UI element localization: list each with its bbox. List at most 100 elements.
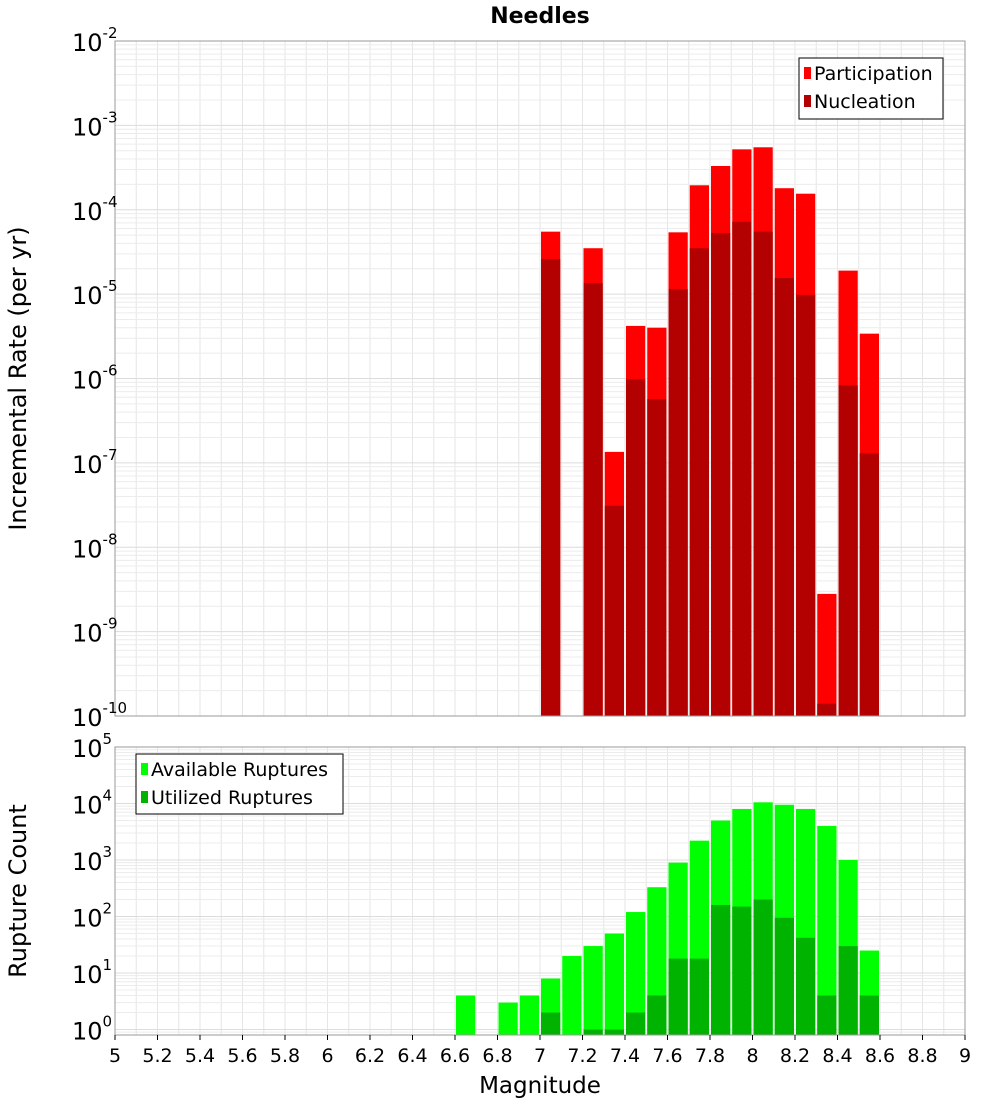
y-tick-label: 10-7 xyxy=(72,446,118,479)
y-tick-exponent: -3 xyxy=(103,108,118,126)
bar xyxy=(541,259,561,716)
bar xyxy=(668,958,688,1035)
x-tick-label: 8.4 xyxy=(822,1045,852,1067)
y-tick-label: 100 xyxy=(72,1013,112,1046)
bar xyxy=(817,825,837,1035)
y-tick-exponent: -5 xyxy=(103,277,118,295)
bar xyxy=(604,933,624,1035)
bar xyxy=(583,946,603,1035)
x-tick-label: 7.8 xyxy=(695,1045,725,1067)
y-tick-exponent: 4 xyxy=(103,787,113,805)
y-tick-base: 10 xyxy=(72,905,103,933)
y-tick-base: 10 xyxy=(72,29,103,57)
bar xyxy=(753,899,773,1035)
y-tick-exponent: -8 xyxy=(103,530,118,548)
bar xyxy=(774,917,794,1035)
legend-swatch xyxy=(804,95,811,107)
x-tick-label: 8.6 xyxy=(865,1045,895,1067)
bar xyxy=(668,289,688,716)
y-tick-label: 104 xyxy=(72,787,112,820)
bar xyxy=(838,385,858,716)
y-tick-label: 10-8 xyxy=(72,530,118,563)
y-tick-base: 10 xyxy=(72,848,103,876)
x-tick-label: 7.2 xyxy=(567,1045,597,1067)
x-tick-label: 6.4 xyxy=(397,1045,427,1067)
x-tick-label: 6.2 xyxy=(355,1045,385,1067)
x-tick-label: 5.8 xyxy=(270,1045,300,1067)
x-axis-label: Magnitude xyxy=(479,1073,601,1099)
chart-panel-1: 10-1010-910-810-710-610-510-410-310-2Inc… xyxy=(4,4,966,732)
series-1-bars xyxy=(456,802,879,1035)
x-tick-label: 8.8 xyxy=(907,1045,937,1067)
y-tick-label: 101 xyxy=(72,956,112,989)
y-tick-label: 10-9 xyxy=(72,615,118,648)
legend-box xyxy=(135,753,344,815)
bar xyxy=(541,1012,561,1035)
y-tick-base: 10 xyxy=(72,198,103,226)
y-tick-exponent: 0 xyxy=(103,1013,113,1031)
y-tick-label: 10-4 xyxy=(72,193,118,226)
y-tick-label: 103 xyxy=(72,843,112,876)
bar xyxy=(817,995,837,1035)
y-tick-base: 10 xyxy=(72,792,103,820)
y-tick-base: 10 xyxy=(72,535,103,563)
bar xyxy=(498,1002,518,1035)
chart-title: Needles xyxy=(490,4,590,29)
y-tick-label: 10-10 xyxy=(72,699,127,732)
y-axis-label: Rupture Count xyxy=(4,804,32,978)
y-tick-exponent: 2 xyxy=(103,900,113,918)
legend-swatch xyxy=(804,67,811,79)
legend-swatch xyxy=(141,763,148,775)
y-tick-label: 105 xyxy=(72,730,112,763)
x-tick-label: 7 xyxy=(534,1045,546,1067)
grid-lines xyxy=(114,41,966,717)
y-tick-label: 10-3 xyxy=(72,108,118,141)
bar xyxy=(647,399,667,716)
y-axis-label: Incremental Rate (per yr) xyxy=(4,226,32,530)
series-2-bars xyxy=(541,221,879,717)
legend-swatch xyxy=(141,791,148,803)
x-tick-label: 8.2 xyxy=(780,1045,810,1067)
legend-label: Utilized Ruptures xyxy=(151,787,313,809)
bar xyxy=(859,995,879,1035)
bar xyxy=(711,233,731,716)
x-tick-label: 9 xyxy=(959,1045,971,1067)
bar xyxy=(796,937,816,1035)
bar xyxy=(626,912,646,1035)
y-tick-base: 10 xyxy=(72,113,103,141)
y-tick-exponent: -9 xyxy=(103,615,118,633)
bar xyxy=(604,505,624,716)
bar xyxy=(711,904,731,1035)
bar xyxy=(626,1012,646,1035)
y-tick-base: 10 xyxy=(72,735,103,763)
y-tick-label: 10-6 xyxy=(72,362,118,395)
bar xyxy=(817,703,837,716)
legend-box xyxy=(798,57,944,120)
y-tick-base: 10 xyxy=(72,704,103,732)
x-tick-label: 7.4 xyxy=(610,1045,640,1067)
x-tick-label: 7.6 xyxy=(652,1045,682,1067)
y-tick-exponent: -4 xyxy=(103,193,118,211)
y-tick-exponent: 5 xyxy=(103,730,113,748)
bar xyxy=(626,379,646,716)
y-tick-exponent: -10 xyxy=(103,699,128,717)
x-tick-label: 5.4 xyxy=(185,1045,215,1067)
bar xyxy=(859,453,879,716)
bar xyxy=(647,995,667,1035)
legend: Available Ruptures Utilized Ruptures xyxy=(135,753,344,815)
x-tick-label: 5.6 xyxy=(227,1045,257,1067)
grid-lines xyxy=(114,747,966,1036)
bar xyxy=(796,294,816,716)
bar xyxy=(817,593,837,716)
bar xyxy=(689,248,709,717)
bar xyxy=(838,946,858,1035)
legend: Participation Nucleation xyxy=(798,57,944,120)
legend-label: Participation xyxy=(814,63,933,85)
y-tick-label: 102 xyxy=(72,900,112,933)
legend-label: Nucleation xyxy=(814,91,916,113)
legend-label: Available Ruptures xyxy=(151,759,328,781)
bar xyxy=(519,995,539,1035)
y-tick-exponent: -7 xyxy=(103,446,118,464)
